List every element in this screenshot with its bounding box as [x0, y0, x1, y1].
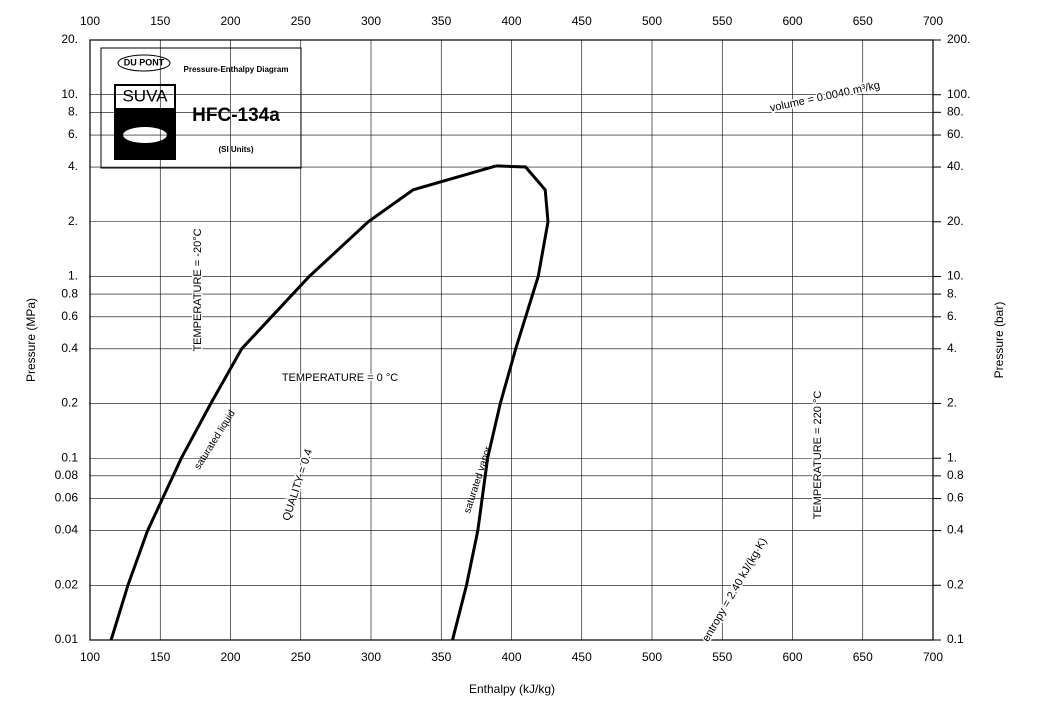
y-tick-label: 10. — [61, 87, 78, 101]
annotation: TEMPERATURE = -20°C — [192, 228, 204, 351]
x-tick-label-top: 450 — [572, 14, 592, 28]
x-tick-label: 200 — [220, 650, 240, 664]
saturation-curve — [109, 164, 497, 641]
y-tick-label: 0.2 — [61, 396, 78, 410]
plot-frame — [89, 39, 934, 641]
x-tick-label: 350 — [431, 650, 451, 664]
y-tick-label: 4. — [68, 159, 78, 173]
x-tick-label: 150 — [150, 650, 170, 664]
y2-tick-label: 0.8 — [947, 468, 964, 482]
x-tick-label: 500 — [642, 650, 662, 664]
y-tick-label: 0.08 — [55, 468, 79, 482]
units: (SI Units) — [218, 145, 253, 154]
saturation-curve — [451, 164, 550, 641]
x-tick-label-top: 700 — [923, 14, 943, 28]
y-tick-label: 0.8 — [61, 286, 78, 300]
diagram-title: Pressure-Enthalpy Diagram — [184, 65, 289, 74]
annotation: TEMPERATURE = 0 °C — [282, 372, 398, 384]
y-tick-label: 0.01 — [55, 632, 79, 646]
y-tick-label: 0.04 — [55, 523, 79, 537]
y2-tick-label: 2. — [947, 396, 957, 410]
x-tick-label-top: 600 — [782, 14, 802, 28]
x-tick-label: 450 — [572, 650, 592, 664]
y2-tick-label: 10. — [947, 269, 964, 283]
brand: DU PONT — [124, 57, 165, 67]
y2-tick-label: 6. — [947, 309, 957, 323]
logo-box: DU PONT SUVA Pressure-Enthalpy Diagram H… — [100, 47, 302, 169]
y2-tick-label: 80. — [947, 105, 964, 119]
x-tick-label-top: 650 — [853, 14, 873, 28]
x-tick-label-top: 500 — [642, 14, 662, 28]
y2-tick-label: 1. — [947, 450, 957, 464]
product: SUVA — [122, 86, 168, 105]
y-tick-label: 0.02 — [55, 577, 79, 591]
y-tick-label: 1. — [68, 269, 78, 283]
y2-tick-label: 0.6 — [947, 491, 964, 505]
x-tick-label: 700 — [923, 650, 943, 664]
x-tick-label-top: 300 — [361, 14, 381, 28]
x-tick-label: 550 — [712, 650, 732, 664]
x-tick-label: 250 — [291, 650, 311, 664]
x-tick-label: 650 — [853, 650, 873, 664]
x-tick-label-top: 150 — [150, 14, 170, 28]
y2-axis-label: Pressure (bar) — [992, 302, 1006, 379]
x-tick-label: 400 — [501, 650, 521, 664]
y2-tick-label: 40. — [947, 159, 964, 173]
product-label-bg — [116, 86, 174, 108]
x-tick-label-top: 200 — [220, 14, 240, 28]
y-axis-label: Pressure (MPa) — [24, 298, 38, 382]
y-tick-label: 2. — [68, 214, 78, 228]
y-tick-label: 0.06 — [55, 491, 79, 505]
x-tick-label: 300 — [361, 650, 381, 664]
y2-tick-label: 0.4 — [947, 523, 964, 537]
y-tick-label: 20. — [61, 32, 78, 46]
y2-tick-label: 8. — [947, 286, 957, 300]
y2-tick-label: 4. — [947, 341, 957, 355]
y-tick-label: 0.4 — [61, 341, 78, 355]
y2-tick-label: 60. — [947, 127, 964, 141]
x-tick-label: 600 — [782, 650, 802, 664]
x-tick-label-top: 250 — [291, 14, 311, 28]
y-tick-label: 0.1 — [61, 450, 78, 464]
y-tick-label: 8. — [68, 105, 78, 119]
x-tick-label: 100 — [80, 650, 100, 664]
y2-tick-label: 200. — [947, 32, 970, 46]
y2-tick-label: 20. — [947, 214, 964, 228]
x-tick-label-top: 100 — [80, 14, 100, 28]
y2-tick-label: 100. — [947, 87, 970, 101]
x-tick-label-top: 400 — [501, 14, 521, 28]
x-axis-label: Enthalpy (kJ/kg) — [469, 682, 555, 696]
refrigerant: HFC-134a — [192, 105, 280, 126]
annotation: TEMPERATURE = 220 °C — [812, 391, 824, 520]
y2-tick-label: 0.1 — [947, 632, 964, 646]
y-tick-label: 0.6 — [61, 309, 78, 323]
x-tick-label-top: 350 — [431, 14, 451, 28]
brand-oval — [117, 54, 171, 72]
x-tick-label-top: 550 — [712, 14, 732, 28]
y-tick-label: 6. — [68, 127, 78, 141]
y2-tick-label: 0.2 — [947, 577, 964, 591]
